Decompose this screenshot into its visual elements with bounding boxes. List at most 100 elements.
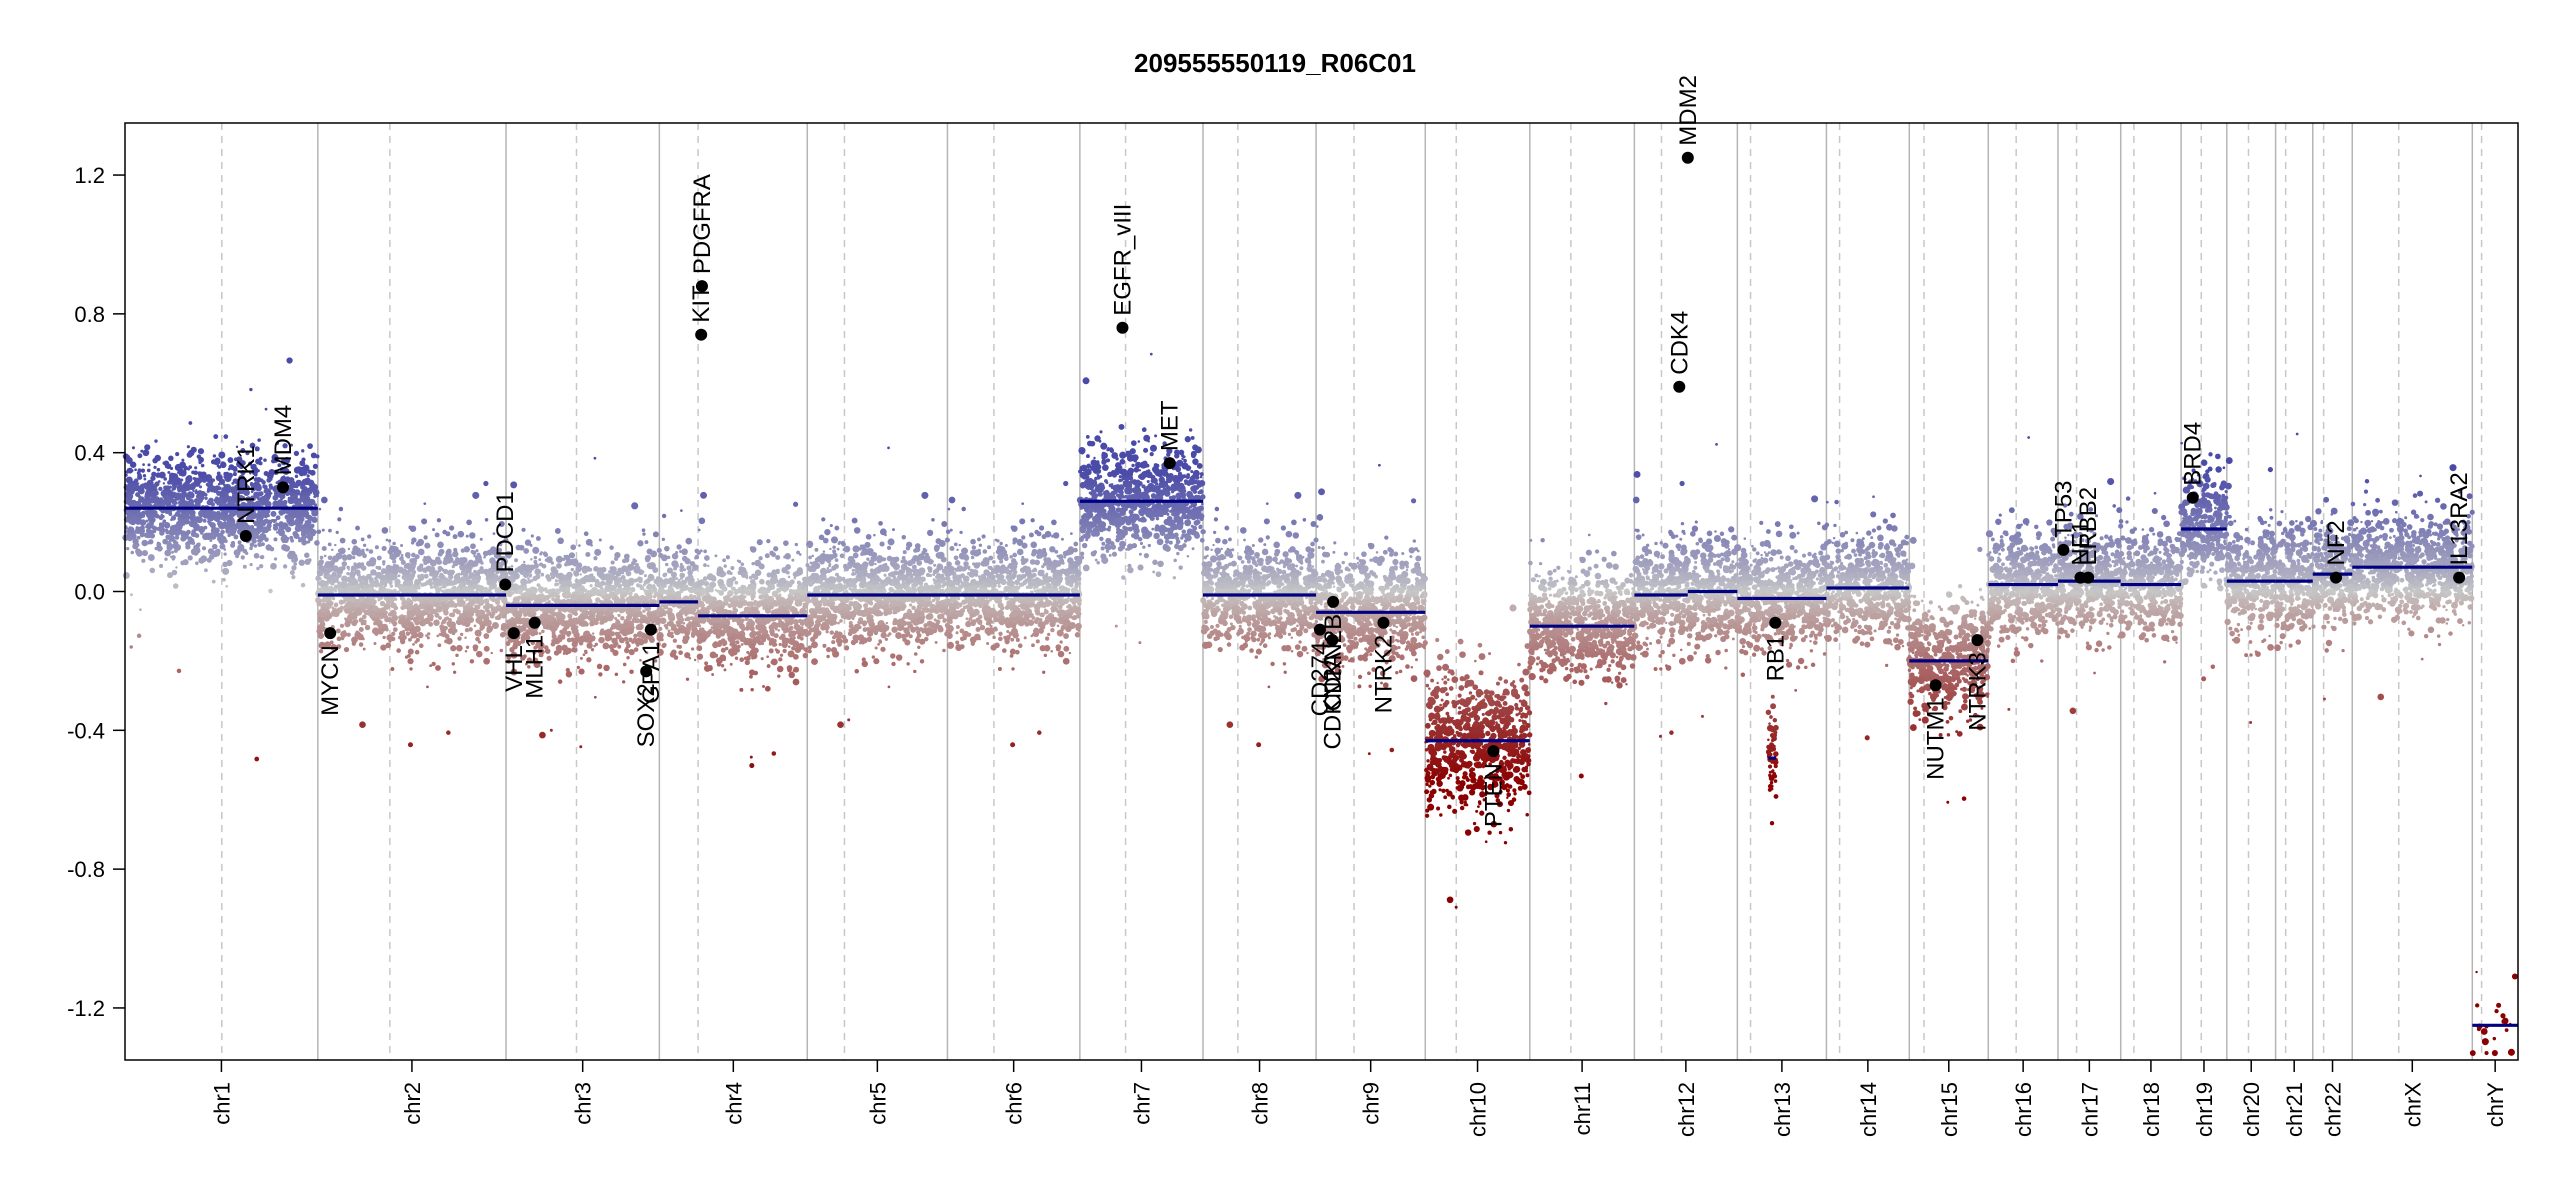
probe-point xyxy=(354,569,361,576)
probe-point xyxy=(572,647,578,653)
probe-point xyxy=(352,602,358,608)
probe-point xyxy=(418,603,425,610)
probe-point xyxy=(461,587,468,595)
probe-point xyxy=(543,552,549,558)
probe-point xyxy=(798,582,802,586)
probe-point xyxy=(661,619,666,623)
probe-point xyxy=(320,612,326,618)
probe-point xyxy=(776,665,784,673)
probe-point xyxy=(436,559,442,565)
probe-point xyxy=(704,631,711,638)
probe-point xyxy=(561,574,569,582)
probe-point xyxy=(712,641,719,649)
probe-point xyxy=(414,578,418,582)
probe-point xyxy=(675,550,679,554)
probe-point xyxy=(382,635,386,640)
probe-point xyxy=(188,465,192,469)
probe-point xyxy=(126,547,130,551)
probe-point xyxy=(331,575,339,583)
probe-point xyxy=(483,633,490,639)
probe-point xyxy=(317,632,325,639)
probe-point xyxy=(586,657,592,663)
probe-point xyxy=(358,642,364,647)
probe-point xyxy=(658,626,663,631)
probe-point xyxy=(767,583,773,590)
probe-point xyxy=(152,457,158,464)
probe-point xyxy=(460,632,464,637)
probe-point xyxy=(188,536,193,541)
probe-point xyxy=(774,648,778,652)
probe-point xyxy=(570,594,577,601)
probe-point xyxy=(331,606,335,610)
probe-point xyxy=(448,612,454,617)
probe-point xyxy=(473,646,478,652)
probe-point xyxy=(647,612,651,615)
probe-point xyxy=(291,558,296,563)
probe-point xyxy=(456,644,463,652)
probe-point xyxy=(643,588,647,592)
probe-point xyxy=(554,624,558,628)
probe-point xyxy=(396,648,401,653)
probe-point xyxy=(913,652,918,656)
probe-point xyxy=(170,515,177,521)
probe-point xyxy=(125,485,132,492)
probe-point xyxy=(176,668,182,674)
probe-point xyxy=(554,579,558,583)
probe-point xyxy=(783,540,789,547)
probe-point xyxy=(670,634,675,639)
probe-point xyxy=(407,742,413,748)
probe-point xyxy=(363,576,368,581)
probe-point xyxy=(608,644,614,650)
probe-point xyxy=(445,611,449,615)
probe-point xyxy=(581,568,588,574)
probe-point xyxy=(792,501,799,507)
probe-point xyxy=(583,635,591,643)
probe-point xyxy=(434,532,440,538)
probe-point xyxy=(410,541,415,545)
probe-point xyxy=(538,558,542,561)
probe-point xyxy=(368,549,374,554)
probe-point xyxy=(448,525,455,531)
probe-point xyxy=(794,542,799,547)
probe-point xyxy=(406,580,413,587)
probe-point xyxy=(716,634,720,638)
probe-point xyxy=(680,509,683,512)
probe-point xyxy=(219,543,226,550)
probe-point xyxy=(424,605,432,613)
probe-point xyxy=(680,576,683,580)
probe-point xyxy=(631,560,636,566)
probe-point xyxy=(620,571,625,575)
probe-point xyxy=(468,565,473,570)
probe-point xyxy=(263,471,269,476)
probe-point xyxy=(693,658,697,662)
probe-point xyxy=(641,528,646,533)
probe-point xyxy=(181,513,187,519)
probe-point xyxy=(426,636,430,640)
probe-point xyxy=(539,613,547,621)
probe-point xyxy=(683,634,690,641)
probe-point xyxy=(400,544,404,548)
probe-point xyxy=(305,540,309,544)
probe-point xyxy=(315,454,320,459)
probe-point xyxy=(285,545,290,551)
probe-point xyxy=(191,470,195,475)
probe-point xyxy=(568,576,572,580)
probe-point xyxy=(635,624,642,631)
probe-point xyxy=(291,575,296,580)
probe-point xyxy=(452,670,457,674)
probe-point xyxy=(209,539,213,542)
probe-point xyxy=(620,574,626,580)
probe-point xyxy=(614,672,619,677)
probe-point xyxy=(740,643,744,646)
probe-point xyxy=(299,460,306,467)
probe-point xyxy=(679,567,684,573)
probe-point xyxy=(148,511,152,515)
probe-point xyxy=(584,614,589,620)
probe-point xyxy=(609,626,614,631)
probe-point xyxy=(387,539,392,543)
probe-point xyxy=(200,491,206,497)
probe-point xyxy=(427,632,431,636)
probe-point xyxy=(409,572,416,579)
probe-point xyxy=(209,522,216,528)
probe-point xyxy=(517,625,522,629)
